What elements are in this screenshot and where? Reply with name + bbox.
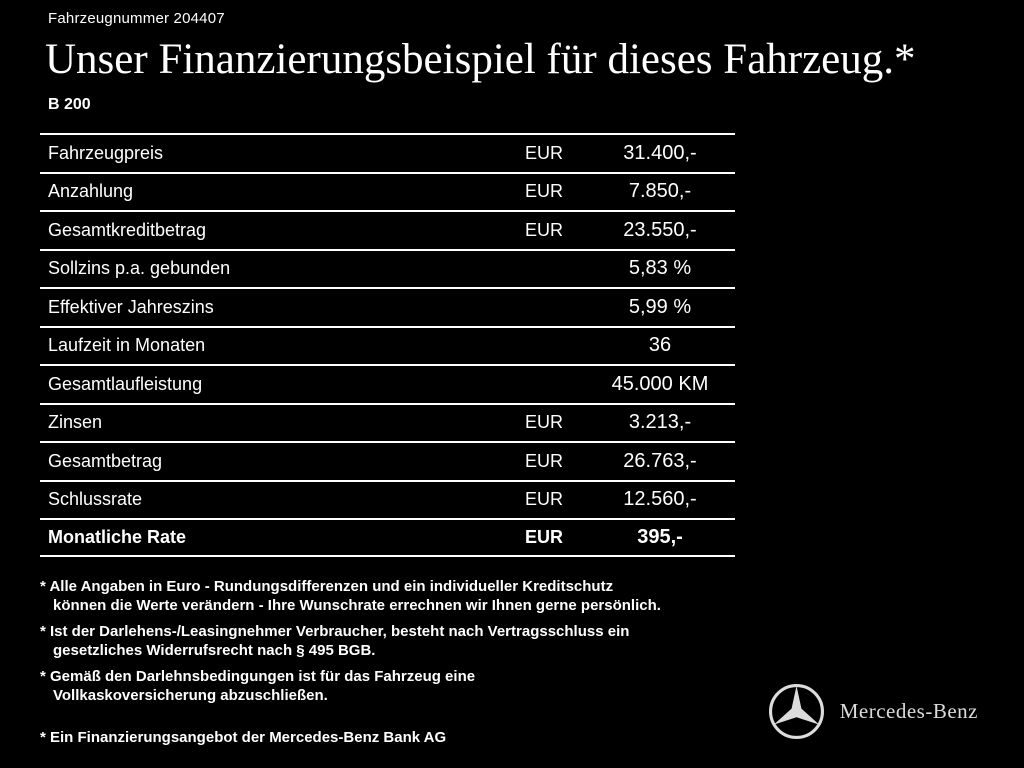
table-row: Sollzins p.a. gebunden 5,83 % (40, 248, 735, 288)
table-row: Gesamtkreditbetrag EUR 23.550,- (40, 210, 735, 249)
row-value: 45.000 KM (611, 372, 709, 395)
row-value: 31.400,- (623, 141, 697, 164)
row-currency: EUR (525, 219, 564, 240)
row-label: Gesamtlaufleistung (48, 373, 203, 394)
row-label: Schlussrate (48, 489, 143, 510)
table-row: Effektiver Jahreszins 5,99 % (40, 287, 735, 326)
row-label: Sollzins p.a. gebunden (48, 258, 231, 279)
row-label: Zinsen (48, 412, 103, 433)
row-currency: EUR (525, 412, 564, 433)
table-row: Gesamtbetrag EUR 26.763,- (40, 441, 735, 480)
row-currency: EUR (525, 142, 564, 163)
footnote: * Alle Angaben in Euro - Rundungsdiffere… (40, 577, 661, 614)
table-row: Zinsen EUR 3.213,- (40, 402, 735, 442)
row-value: 3.213,- (628, 411, 692, 434)
row-value: 36 (648, 334, 672, 357)
row-value: 5,99 % (628, 295, 692, 318)
table-row: Schlussrate EUR 12.560,- (40, 479, 735, 519)
bank-note: * Ein Finanzierungsangebot der Mercedes-… (40, 729, 447, 746)
row-label: Fahrzeugpreis (48, 142, 164, 163)
mercedes-star-icon (768, 683, 824, 740)
row-value: 5,83 % (628, 257, 692, 280)
row-label: Laufzeit in Monaten (48, 335, 206, 356)
table-row: Monatliche Rate EUR 395,- (40, 518, 735, 557)
row-label: Monatliche Rate (48, 526, 187, 547)
row-label: Gesamtbetrag (48, 450, 163, 471)
table-row: Laufzeit in Monaten 36 (40, 325, 735, 365)
table-row: Fahrzeugpreis EUR 31.400,- (40, 133, 735, 172)
row-label: Anzahlung (48, 181, 134, 202)
vehicle-model: B 200 (48, 96, 91, 114)
row-currency: EUR (525, 450, 564, 471)
financing-table: Fahrzeugpreis EUR 31.400,- Anzahlung EUR… (40, 133, 735, 557)
row-label: Effektiver Jahreszins (48, 296, 214, 317)
row-value: 7.850,- (628, 180, 692, 203)
row-value: 26.763,- (623, 449, 697, 472)
footnotes: * Alle Angaben in Euro - Rundungsdiffere… (40, 577, 760, 705)
row-currency: EUR (525, 489, 564, 510)
row-currency: EUR (525, 181, 564, 202)
table-row: Gesamtlaufleistung 45.000 KM (40, 364, 735, 403)
page-title: Unser Finanzierungsbeispiel für dieses F… (45, 36, 916, 83)
row-label: Gesamtkreditbetrag (48, 219, 207, 240)
row-value: 23.550,- (623, 218, 697, 241)
row-currency: EUR (525, 526, 564, 547)
row-value: 12.560,- (623, 488, 697, 511)
footnote: * Gemäß den Darlehnsbedingungen ist für … (40, 667, 476, 704)
row-value: 395,- (637, 525, 683, 548)
table-row: Anzahlung EUR 7.850,- (40, 171, 735, 211)
brand-wordmark: Mercedes-Benz (839, 699, 978, 723)
footnote: * Ist der Darlehens-/Leasingnehmer Verbr… (40, 622, 630, 659)
brand-footer: Mercedes-Benz (768, 683, 978, 740)
vehicle-number: Fahrzeugnummer 204407 (48, 10, 225, 27)
